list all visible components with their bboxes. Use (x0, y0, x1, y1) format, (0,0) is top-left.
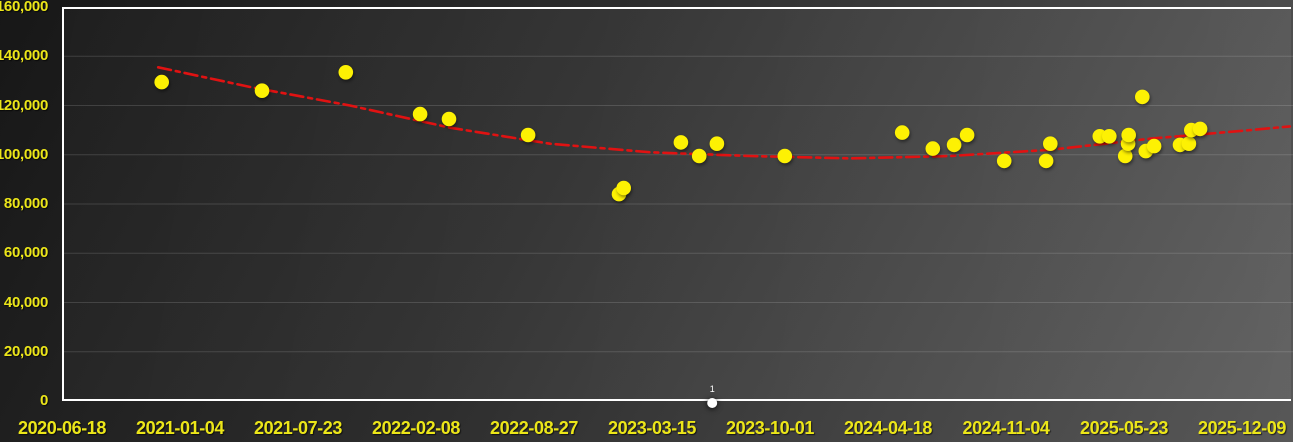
scatter-point[interactable] (254, 83, 270, 98)
y-axis-label: 80,000 (3, 195, 48, 212)
x-axis-label: 2022-08-27 (489, 418, 579, 438)
scatter-point[interactable] (925, 141, 941, 156)
y-axis-label: 40,000 (3, 293, 48, 311)
x-axis-label: 2024-11-04 (962, 418, 1050, 438)
scatter-point[interactable] (1146, 138, 1162, 154)
gridlines-group (62, 55, 1293, 353)
x-axis-label: 2021-07-23 (253, 418, 343, 438)
plot-area[interactable] (62, 7, 1291, 401)
scatter-point[interactable] (338, 65, 354, 80)
scatter-point[interactable] (412, 106, 428, 122)
trendline-group (156, 66, 1292, 160)
scatter-point[interactable] (520, 127, 536, 143)
trendline[interactable] (156, 66, 1292, 160)
scatter-point[interactable] (691, 148, 707, 164)
y-axis-label: 60,000 (3, 244, 48, 262)
scatter-point[interactable] (1121, 127, 1136, 143)
scatter-point[interactable] (777, 148, 793, 164)
scatter-point[interactable] (996, 153, 1012, 169)
scatter-point[interactable] (673, 135, 689, 150)
x-axis-label: 2024-04-18 (843, 418, 933, 438)
y-axis-label: 100,000 (0, 145, 48, 163)
scatter-point[interactable] (441, 111, 457, 127)
scatter-point[interactable] (709, 136, 725, 151)
y-axis-label: 120,000 (0, 96, 48, 114)
y-axis-label: 0 (39, 392, 48, 409)
scatter-point[interactable] (959, 127, 975, 143)
scatter-point[interactable] (1117, 148, 1133, 164)
scatter-point[interactable] (616, 180, 631, 196)
scatter-series-group: 1 (154, 65, 1208, 408)
x-axis-label: 2021-01-04 (135, 418, 225, 438)
scatter-point[interactable] (894, 125, 910, 140)
x-axis-label: 2022-02-08 (371, 418, 461, 438)
scatter-point[interactable] (946, 137, 962, 153)
scatter-point[interactable] (154, 74, 169, 90)
scatter-point[interactable] (1192, 121, 1208, 137)
scatter-point[interactable] (1043, 136, 1058, 151)
x-axis-label: 2023-03-15 (607, 418, 697, 438)
x-axis-label: 2023-10-01 (725, 418, 815, 438)
y-axis-label: 160,000 (0, 0, 48, 15)
labeled-data-point[interactable] (707, 398, 718, 408)
y-axis-label: 140,000 (0, 47, 48, 65)
x-axis-label: 2025-12-09 (1197, 418, 1287, 438)
scatter-point[interactable] (1181, 136, 1197, 151)
scatter-point[interactable] (1135, 89, 1150, 105)
y-axis-label: 20,000 (3, 342, 48, 360)
scatter-point[interactable] (1102, 129, 1117, 144)
x-axis-label: 2020-06-18 (17, 418, 107, 438)
data-point-label: 1 (710, 384, 715, 394)
x-axis-label: 2025-05-23 (1079, 418, 1169, 438)
scatter-point[interactable] (1038, 153, 1054, 169)
